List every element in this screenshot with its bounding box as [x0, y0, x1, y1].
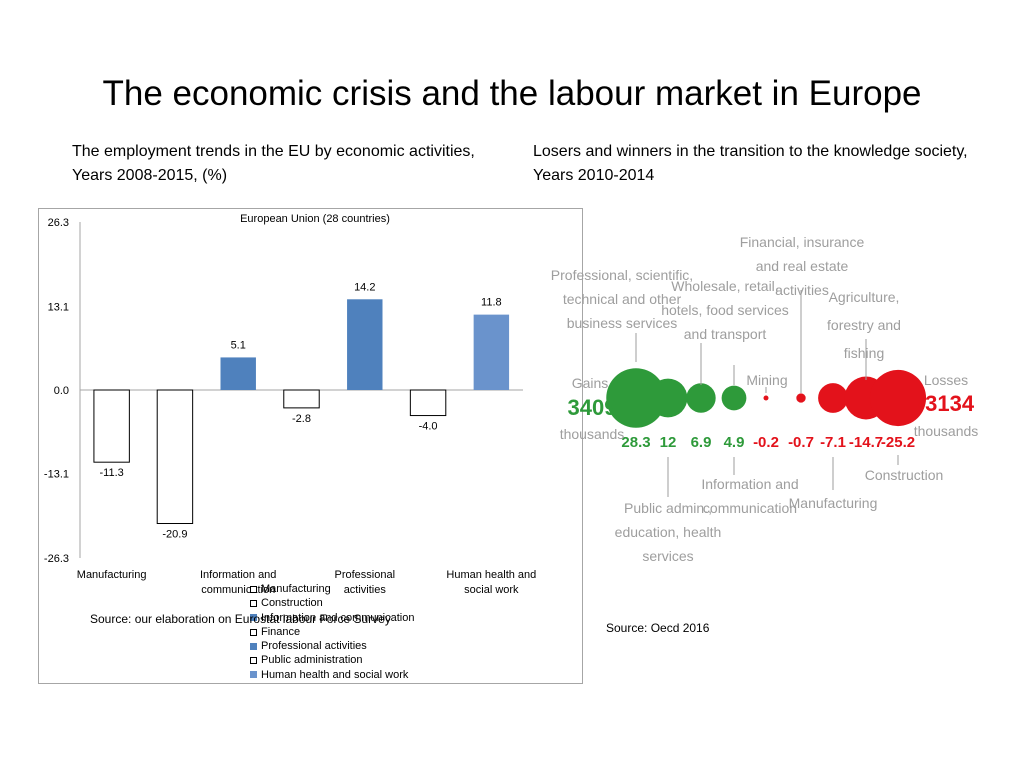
losses-label: Losses: [924, 372, 968, 388]
gains-label: Gains: [572, 375, 609, 391]
bubble-chart: 28.3 12 6.9 4.9 -0.2 -0.7 -7.1 -14.7-25.2 Gains 3…: [551, 234, 979, 564]
legend-label: Human health and social work: [261, 668, 409, 681]
legend-swatch: [250, 657, 257, 665]
legend-item: Information and communication: [250, 611, 414, 625]
losses-total: -3134: [918, 391, 975, 416]
y-tick-label: 13.1: [48, 301, 69, 313]
annotation-agriculture: Agriculture, forestry and fishing: [827, 289, 901, 361]
chart-title: European Union (28 countries): [240, 213, 390, 225]
bubble-value-label: -14.7: [849, 434, 883, 451]
annotation-wholesale: Wholesale, retail, hotels, food services a…: [661, 278, 789, 342]
right-chart-subtitle: Losers and winners in the transition to …: [533, 143, 968, 184]
legend-item: Finance: [250, 625, 414, 639]
bubble-value-label: 12: [660, 434, 677, 451]
bar: [220, 357, 256, 390]
bar: [347, 299, 383, 390]
right-source-note: Source: Oecd 2016: [606, 621, 710, 635]
bubble: [648, 378, 688, 418]
annotation-mining: Mining: [746, 372, 787, 388]
bar-data-label: -4.0: [419, 421, 438, 433]
legend-item: Public administration: [250, 653, 414, 667]
legend-label: Manufacturing: [261, 583, 331, 595]
legend-swatch: [250, 671, 257, 679]
bubble: [686, 383, 716, 413]
y-tick-label: 0.0: [54, 385, 69, 397]
legend-swatch: [250, 628, 257, 636]
left-chart-subtitle: The employment trends in the EU by econo…: [72, 143, 475, 184]
slide-title: The economic crisis and the labour marke…: [102, 74, 922, 113]
legend-label: Professional activities: [261, 640, 367, 653]
y-tick-label: 26.3: [48, 217, 69, 229]
bubble-value-label: 28.3: [621, 434, 650, 451]
legend-swatch: [250, 599, 257, 607]
losses-unit: thousands: [914, 423, 979, 439]
left-source-note: Source: our elaboration on Eurostat labo…: [90, 612, 391, 626]
gains-total: 3409: [568, 395, 617, 420]
bubble: [796, 393, 806, 403]
bar: [409, 389, 447, 417]
bar-data-label: -20.9: [162, 529, 187, 541]
annotation-information: Information and communication: [701, 476, 798, 516]
bubble-value-label: -25.2: [881, 434, 915, 451]
bubble-value-label: -7.1: [820, 434, 846, 451]
bubble: [606, 368, 666, 428]
bubble-value-label: -0.2: [753, 434, 779, 451]
bar-data-label: 11.8: [481, 297, 502, 309]
bar: [156, 389, 194, 525]
bar-data-label: 5.1: [231, 339, 246, 351]
legend-item: Manufacturing: [250, 582, 414, 596]
y-tick-label: -26.3: [44, 553, 69, 565]
gains-unit: thousands: [560, 426, 625, 442]
bar-data-label: -11.3: [100, 467, 124, 479]
annotation-construction: Construction: [865, 467, 944, 483]
legend-item: Construction: [250, 596, 414, 610]
annotation-professional: Professional, scientific, technical and o…: [551, 267, 693, 331]
annotation-manufacturing: Manufacturing: [789, 495, 878, 511]
bubble: [869, 369, 927, 427]
bubble: [818, 383, 848, 413]
legend-label: Finance: [261, 625, 301, 638]
legend-swatch: [250, 642, 257, 650]
bar: [283, 389, 320, 409]
legend-swatch: [250, 614, 257, 622]
legend-label: Information and communication: [261, 611, 415, 624]
bubble: [763, 395, 769, 401]
annotation-financial: Financial, insurance and real estate activ…: [740, 234, 865, 298]
legend-label: Construction: [261, 597, 323, 610]
legend-item: Human health and social work: [250, 668, 414, 682]
annotation-public-admin: Public admin., education, health services: [615, 500, 722, 564]
bubble: [721, 385, 747, 411]
bubble-value-label: 4.9: [724, 434, 745, 451]
legend-label: Public administration: [261, 654, 363, 667]
x-tick-label: Human health and social work: [446, 569, 536, 596]
bubble-value-label: 6.9: [691, 434, 712, 451]
bar-data-label: 14.2: [354, 281, 375, 293]
legend-item: Professional activities: [250, 639, 414, 653]
bar-chart-legend: Manufacturing Construction Information and…: [250, 582, 414, 682]
bubble-value-label: -0.7: [788, 434, 814, 451]
bar-chart-frame: [38, 208, 583, 684]
bar-chart: European Union (28 countries) 26.3 13.1 0.0…: [44, 213, 536, 596]
x-tick-label: Professional activities: [335, 569, 396, 596]
bar-data-label: -2.8: [292, 413, 311, 425]
y-tick-label: -13.1: [44, 469, 69, 481]
bar: [473, 314, 510, 390]
bar: [93, 389, 130, 463]
x-tick-label: Manufacturing: [77, 569, 147, 581]
legend-swatch: [250, 585, 257, 593]
